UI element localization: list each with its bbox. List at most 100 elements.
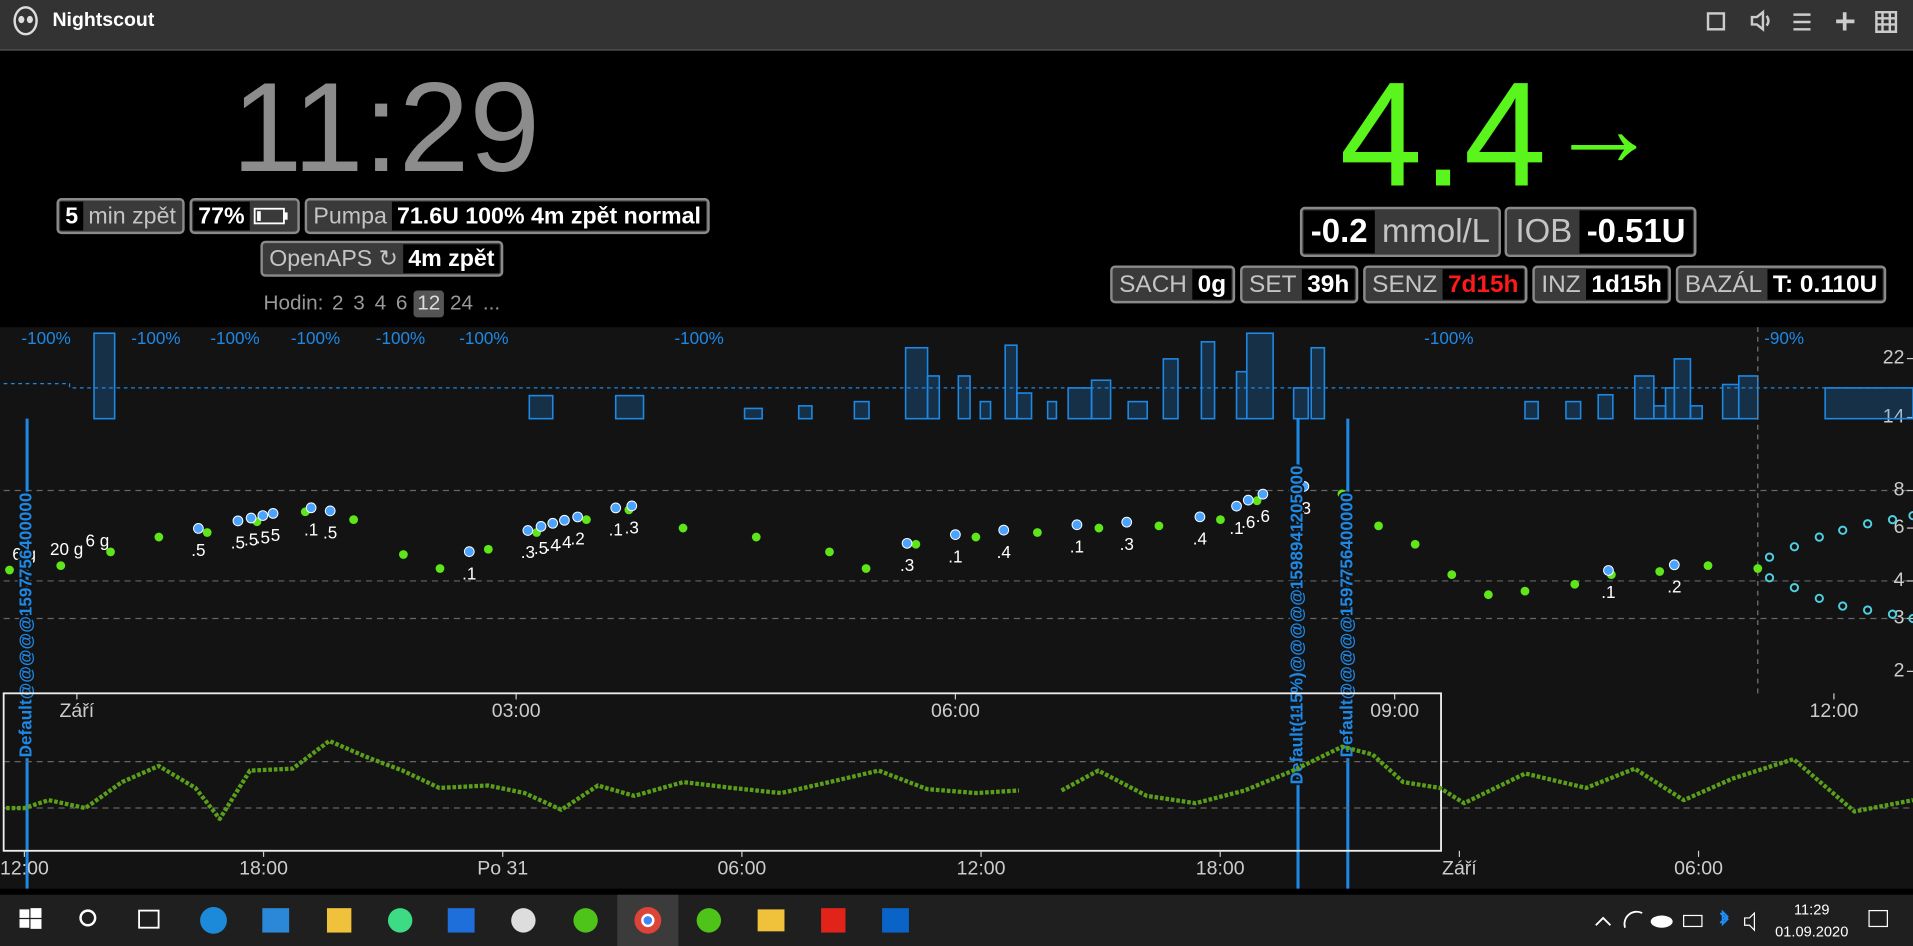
bolus-label: .5 xyxy=(231,534,245,553)
y-tick-label: 8 xyxy=(1894,479,1905,501)
bg-point xyxy=(56,561,66,570)
start-button[interactable] xyxy=(19,908,42,929)
y-tick-label: 3 xyxy=(1894,607,1905,629)
pill-value: 77% xyxy=(198,202,244,228)
basal-step xyxy=(614,394,645,420)
notifications[interactable] xyxy=(1868,909,1888,928)
bolus-marker xyxy=(1242,494,1254,506)
taskbar-icons[interactable] xyxy=(19,894,1888,946)
menu-icon[interactable] xyxy=(1793,13,1811,31)
temp-basal-label: -100% xyxy=(459,329,508,348)
outlook-icon[interactable] xyxy=(882,908,909,933)
add-icon[interactable] xyxy=(1836,12,1855,31)
profile-switch-label: Default@@@@@1597756400000 xyxy=(1337,493,1356,758)
y-tick-label: 4 xyxy=(1894,569,1905,591)
battery-icon[interactable] xyxy=(1683,914,1703,928)
pill: IOB -0.51U xyxy=(1504,206,1697,258)
app-icon[interactable] xyxy=(696,908,722,933)
pill: SET 39h xyxy=(1240,265,1359,304)
bg-point xyxy=(435,564,445,573)
temp-basal-label: -100% xyxy=(131,329,180,348)
hours-option[interactable]: 6 xyxy=(396,291,408,314)
prediction-point xyxy=(1838,601,1848,611)
overview-x-tick-label: 12:00 xyxy=(0,857,49,879)
app-icon[interactable] xyxy=(573,908,598,933)
task-view[interactable] xyxy=(138,909,160,929)
bg-point xyxy=(1033,528,1042,537)
temp-basal-label: -100% xyxy=(1424,329,1473,348)
basal-step xyxy=(1721,383,1740,420)
edge-icon[interactable] xyxy=(200,906,227,934)
bolus-marker xyxy=(998,524,1010,536)
temp-basal-label: -100% xyxy=(376,329,425,348)
app-icon[interactable] xyxy=(447,908,475,933)
pill-value: 7d15h xyxy=(1448,271,1518,298)
chart-background xyxy=(0,327,1913,889)
app-icon[interactable] xyxy=(511,908,536,933)
bg-point xyxy=(5,565,14,575)
pill-value: -0.51U xyxy=(1587,212,1686,249)
scheduled-basal xyxy=(3,383,1913,389)
pdf-icon[interactable] xyxy=(821,908,846,933)
basal-step xyxy=(957,375,971,420)
pill-value-bg xyxy=(1579,210,1693,254)
bg-point xyxy=(1753,564,1763,573)
bolus-marker xyxy=(1257,488,1269,500)
basal-step xyxy=(1673,358,1692,420)
bg-point xyxy=(1337,489,1347,499)
volume-icon[interactable] xyxy=(1744,911,1756,932)
bg-point xyxy=(349,515,359,525)
cloud-icon[interactable] xyxy=(1650,915,1673,928)
bolus-label: .6 xyxy=(1241,513,1255,532)
x-tick-label: 09:00 xyxy=(1370,700,1419,722)
edit-icon[interactable] xyxy=(1706,12,1726,31)
basal-step xyxy=(93,332,116,420)
bolus-marker xyxy=(193,523,204,534)
x-tick-label: 03:00 xyxy=(492,700,541,722)
search-button[interactable] xyxy=(79,909,97,927)
pill-row: OpenAPS ↻ 4m zpět xyxy=(260,240,504,277)
hours-option[interactable]: ... xyxy=(483,291,500,314)
temp-basal-label: -90% xyxy=(1764,329,1804,348)
bolus-marker xyxy=(245,512,257,524)
calendar-icon[interactable] xyxy=(1875,10,1898,33)
toolbar-icons[interactable] xyxy=(1706,9,1898,33)
hours-option[interactable]: 4 xyxy=(375,291,387,314)
bolus-marker xyxy=(1231,500,1242,512)
battery-nub xyxy=(283,212,288,220)
basal-step xyxy=(1634,375,1655,420)
hours-option[interactable]: 24 xyxy=(450,291,473,314)
network-icon[interactable] xyxy=(1623,910,1643,928)
taskbar-date: 01.09.2020 xyxy=(1775,924,1848,940)
overview-line xyxy=(6,738,1913,822)
pill-border xyxy=(56,198,185,235)
files-icon[interactable] xyxy=(326,908,352,933)
profile-switch-label: Default@@@@@1597756400000 xyxy=(17,493,36,758)
pill-value: 0g xyxy=(1198,271,1226,298)
clock: 11:29 xyxy=(232,56,540,198)
pill-value-bg xyxy=(403,244,500,274)
bolus-marker xyxy=(1194,511,1206,523)
hours-option[interactable]: 12 xyxy=(417,291,440,314)
pill-value: -0.2 xyxy=(1311,212,1368,249)
sound-icon[interactable] xyxy=(1750,9,1770,32)
tray-arrow[interactable] xyxy=(1595,916,1612,926)
app-title: Nightscout xyxy=(52,9,154,31)
hours-option[interactable]: 3 xyxy=(353,291,365,314)
hours-option[interactable]: 2 xyxy=(332,291,344,314)
bg-point xyxy=(154,532,164,542)
bluetooth-icon[interactable] xyxy=(1719,909,1729,927)
store-icon[interactable] xyxy=(262,908,290,933)
carb-label: 20 g xyxy=(50,540,83,559)
prediction-point xyxy=(1887,515,1898,525)
pill-label: Pumpa xyxy=(313,202,387,228)
bg-point xyxy=(1216,515,1225,525)
prediction-point xyxy=(1887,609,1898,619)
basal-step xyxy=(528,394,554,420)
pill: SENZ 7d15h xyxy=(1363,265,1528,304)
explorer-icon[interactable] xyxy=(757,909,785,932)
pill-value-bg xyxy=(60,201,84,231)
bg-point xyxy=(861,564,871,573)
app-icon[interactable] xyxy=(387,908,413,933)
